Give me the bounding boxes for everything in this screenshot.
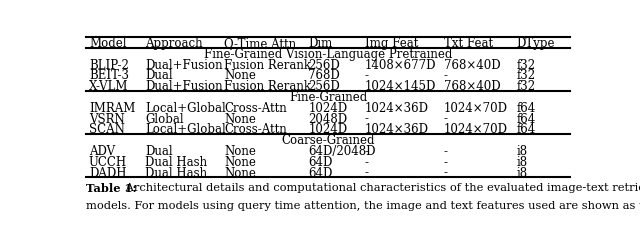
- Text: Model: Model: [89, 37, 127, 50]
- Text: Dual: Dual: [145, 69, 173, 82]
- Text: None: None: [224, 112, 256, 125]
- Text: 768×40D: 768×40D: [444, 80, 500, 93]
- Text: Cross-Attn: Cross-Attn: [224, 101, 287, 114]
- Text: 64D: 64D: [308, 166, 333, 179]
- Text: -: -: [444, 166, 447, 179]
- Text: 1024×70D: 1024×70D: [444, 101, 508, 114]
- Text: Local+Global: Local+Global: [145, 101, 226, 114]
- Text: -: -: [444, 144, 447, 157]
- Text: None: None: [224, 166, 256, 179]
- Text: None: None: [224, 155, 256, 168]
- Text: f64: f64: [516, 123, 536, 136]
- Text: SCAN: SCAN: [89, 123, 125, 136]
- Text: IMRAM: IMRAM: [89, 101, 135, 114]
- Text: Dim: Dim: [308, 37, 333, 50]
- Text: None: None: [224, 69, 256, 82]
- Text: models. For models using query time attention, the image and text features used : models. For models using query time atte…: [86, 200, 640, 210]
- Text: Dual Hash: Dual Hash: [145, 166, 207, 179]
- Text: Table 1:: Table 1:: [86, 182, 136, 194]
- Text: -: -: [365, 144, 369, 157]
- Text: Dual+Fusion: Dual+Fusion: [145, 80, 223, 93]
- Text: DType: DType: [516, 37, 556, 50]
- Text: Fusion Rerank: Fusion Rerank: [224, 58, 311, 71]
- Text: Fine-Grained Vision-Language Pretrained: Fine-Grained Vision-Language Pretrained: [204, 48, 452, 60]
- Text: -: -: [444, 112, 447, 125]
- Text: f32: f32: [516, 69, 536, 82]
- Text: Fine-Grained: Fine-Grained: [289, 91, 367, 104]
- Text: -: -: [365, 112, 369, 125]
- Text: 1024×70D: 1024×70D: [444, 123, 508, 136]
- Text: Local+Global: Local+Global: [145, 123, 226, 136]
- Text: 768×40D: 768×40D: [444, 58, 500, 71]
- Text: -: -: [365, 166, 369, 179]
- Text: -: -: [365, 155, 369, 168]
- Text: -: -: [444, 69, 447, 82]
- Text: ADV: ADV: [89, 144, 115, 157]
- Text: Fusion Rerank: Fusion Rerank: [224, 80, 311, 93]
- Text: 256D: 256D: [308, 80, 340, 93]
- Text: 1408×677D: 1408×677D: [365, 58, 436, 71]
- Text: 64D/2048D: 64D/2048D: [308, 144, 376, 157]
- Text: 1024×145D: 1024×145D: [365, 80, 436, 93]
- Text: 1024×36D: 1024×36D: [365, 123, 429, 136]
- Text: Global: Global: [145, 112, 184, 125]
- Text: X-VLM: X-VLM: [89, 80, 129, 93]
- Text: Dual+Fusion: Dual+Fusion: [145, 58, 223, 71]
- Text: Dual: Dual: [145, 144, 173, 157]
- Text: 256D: 256D: [308, 58, 340, 71]
- Text: Cross-Attn: Cross-Attn: [224, 123, 287, 136]
- Text: f64: f64: [516, 112, 536, 125]
- Text: 1024×36D: 1024×36D: [365, 101, 429, 114]
- Text: Approach: Approach: [145, 37, 203, 50]
- Text: 768D: 768D: [308, 69, 340, 82]
- Text: Coarse-Grained: Coarse-Grained: [281, 134, 375, 147]
- Text: f32: f32: [516, 80, 536, 93]
- Text: VSRN: VSRN: [89, 112, 125, 125]
- Text: i8: i8: [516, 144, 528, 157]
- Text: -: -: [365, 69, 369, 82]
- Text: Txt Feat: Txt Feat: [444, 37, 493, 50]
- Text: Architectural details and computational characteristics of the evaluated image-t: Architectural details and computational …: [122, 182, 640, 193]
- Text: 2048D: 2048D: [308, 112, 348, 125]
- Text: Img Feat: Img Feat: [365, 37, 418, 50]
- Text: f64: f64: [516, 101, 536, 114]
- Text: f32: f32: [516, 58, 536, 71]
- Text: Dual Hash: Dual Hash: [145, 155, 207, 168]
- Text: BLIP-2: BLIP-2: [89, 58, 129, 71]
- Text: 1024D: 1024D: [308, 101, 348, 114]
- Text: i8: i8: [516, 155, 528, 168]
- Text: 64D: 64D: [308, 155, 333, 168]
- Text: None: None: [224, 144, 256, 157]
- Text: -: -: [444, 155, 447, 168]
- Text: i8: i8: [516, 166, 528, 179]
- Text: 1024D: 1024D: [308, 123, 348, 136]
- Text: UCCH: UCCH: [89, 155, 127, 168]
- Text: DADH: DADH: [89, 166, 127, 179]
- Text: Q-Time Attn: Q-Time Attn: [224, 37, 296, 50]
- Text: BEIT-3: BEIT-3: [89, 69, 129, 82]
